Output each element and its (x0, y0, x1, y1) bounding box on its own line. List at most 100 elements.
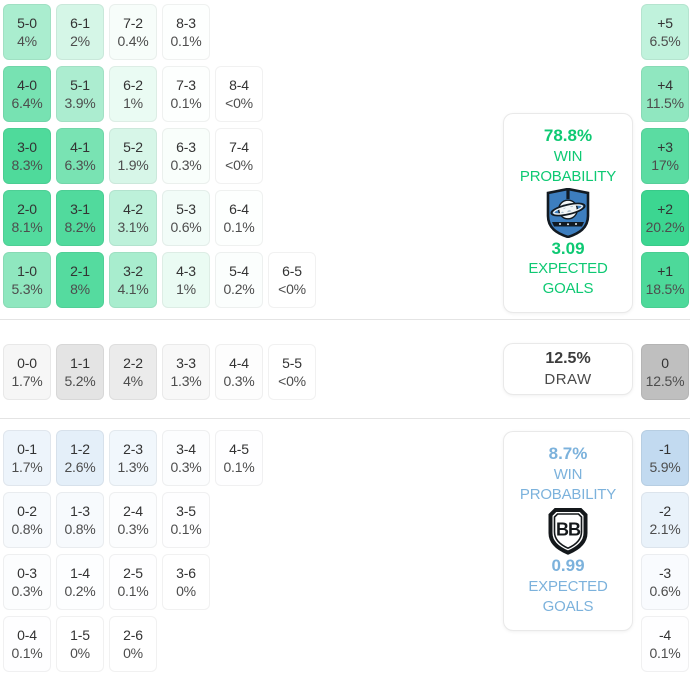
score-cell-label: 3-3 (176, 355, 196, 371)
section-divider-bottom (0, 418, 690, 419)
goal-diff-cell-percent: 2.1% (649, 521, 681, 537)
score-cell-percent: 1.9% (117, 157, 149, 173)
score-cell-percent: 0.8% (11, 521, 43, 537)
score-cell-percent: 0.1% (170, 521, 202, 537)
score-cell-percent: 8% (70, 281, 90, 297)
goal-diff-cell-label: +3 (657, 139, 673, 155)
svg-text:BB: BB (556, 520, 581, 540)
score-cell: 0-2 0.8% (3, 492, 51, 548)
score-cell: 6-2 1% (109, 66, 157, 122)
score-cell: 1-4 0.2% (56, 554, 104, 610)
score-cell-label: 0-4 (17, 627, 37, 643)
goal-diff-cell-percent: 0.6% (649, 583, 681, 599)
score-cell-percent: 0.1% (223, 459, 255, 475)
score-cell: 7-4 <0% (215, 128, 263, 184)
score-cell-label: 3-5 (176, 503, 196, 519)
score-cell-label: 6-5 (282, 263, 302, 279)
score-cell: 4-2 3.1% (109, 190, 157, 246)
score-cell-label: 2-4 (123, 503, 143, 519)
score-cell-percent: 0% (70, 645, 90, 661)
score-cell-percent: 4.1% (117, 281, 149, 297)
score-cell-percent: 0.1% (170, 33, 202, 49)
score-cell: 2-3 1.3% (109, 430, 157, 486)
score-cell: 1-1 5.2% (56, 344, 104, 400)
goal-diff-cell-label: +5 (657, 15, 673, 31)
score-cell-percent: 0% (123, 645, 143, 661)
score-cell: 6-5 <0% (268, 252, 316, 308)
score-cell-label: 6-1 (70, 15, 90, 31)
score-cell: 3-4 0.3% (162, 430, 210, 486)
goal-diff-cell-label: -1 (658, 441, 672, 457)
score-cell-label: 1-0 (17, 263, 37, 279)
score-cell-label: 4-0 (17, 77, 37, 93)
score-cell-label: 6-3 (176, 139, 196, 155)
score-cell-percent: <0% (278, 281, 306, 297)
score-cell: 1-3 0.8% (56, 492, 104, 548)
score-cell: 5-5 <0% (268, 344, 316, 400)
score-cell: 0-0 1.7% (3, 344, 51, 400)
score-cell-percent: 0.4% (117, 33, 149, 49)
score-cell-percent: 8.3% (11, 157, 43, 173)
score-cell: 6-3 0.3% (162, 128, 210, 184)
score-cell: 5-3 0.6% (162, 190, 210, 246)
score-cell-percent: 1.7% (11, 459, 43, 475)
score-cell-label: 4-1 (70, 139, 90, 155)
score-cell-percent: 1.3% (170, 373, 202, 389)
score-cell-label: 3-1 (70, 201, 90, 217)
score-cell-percent: 0.3% (11, 583, 43, 599)
score-cell-percent: 0.3% (170, 157, 202, 173)
goal-diff-cell-label: +4 (657, 77, 673, 93)
score-cell-label: 0-0 (17, 355, 37, 371)
goal-diff-cell-label: -3 (658, 565, 672, 581)
score-cell-percent: 4% (123, 373, 143, 389)
score-cell: 5-4 0.2% (215, 252, 263, 308)
score-cell-percent: 8.2% (64, 219, 96, 235)
score-cell-percent: 0% (176, 583, 196, 599)
score-cell: 3-2 4.1% (109, 252, 157, 308)
score-cell-percent: 0.8% (64, 521, 96, 537)
score-cell-label: 6-4 (229, 201, 249, 217)
score-cell-label: 5-1 (70, 77, 90, 93)
home-team-crest-icon (546, 188, 590, 238)
score-cell-label: 1-4 (70, 565, 90, 581)
score-cell-label: 5-3 (176, 201, 196, 217)
away-win-probability-label: WIN PROBABILITY (519, 466, 617, 503)
score-cell-percent: 0.1% (11, 645, 43, 661)
score-cell-label: 1-5 (70, 627, 90, 643)
score-cell: 3-6 0% (162, 554, 210, 610)
score-cell-label: 0-3 (17, 565, 37, 581)
goal-diff-cell-percent: 17% (651, 157, 679, 173)
score-cell-label: 4-2 (123, 201, 143, 217)
goal-diff-cell: 0 12.5% (641, 344, 689, 400)
score-cell-percent: 0.3% (117, 521, 149, 537)
score-cell-percent: 0.2% (64, 583, 96, 599)
score-cell-percent: 3.9% (64, 95, 96, 111)
score-cell: 4-5 0.1% (215, 430, 263, 486)
score-cell: 1-0 5.3% (3, 252, 51, 308)
goal-diff-cell-label: -4 (658, 627, 672, 643)
score-cell-percent: 5.3% (11, 281, 43, 297)
score-cell-label: 7-4 (229, 139, 249, 155)
score-cell: 2-4 0.3% (109, 492, 157, 548)
score-cell: 1-2 2.6% (56, 430, 104, 486)
score-cell: 4-4 0.3% (215, 344, 263, 400)
draw-probability-value: 12.5% (545, 350, 591, 367)
goal-diff-cell-percent: 5.9% (649, 459, 681, 475)
score-cell-percent: 3.1% (117, 219, 149, 235)
score-cell-label: 0-1 (17, 441, 37, 457)
goal-diff-cell-percent: 20.2% (645, 219, 685, 235)
score-cell-percent: <0% (225, 95, 253, 111)
score-cell-percent: 0.1% (223, 219, 255, 235)
goal-diff-cell-percent: 11.5% (646, 95, 684, 111)
score-cell-label: 3-4 (176, 441, 196, 457)
score-cell-percent: 6.4% (11, 95, 43, 111)
score-cell-percent: 1.7% (11, 373, 43, 389)
score-cell-label: 7-3 (176, 77, 196, 93)
score-cell-percent: <0% (225, 157, 253, 173)
score-cell: 3-1 8.2% (56, 190, 104, 246)
score-cell: 2-0 8.1% (3, 190, 51, 246)
score-cell: 7-2 0.4% (109, 4, 157, 60)
away-win-probability-value: 8.7% (548, 444, 588, 463)
score-cell-label: 1-3 (70, 503, 90, 519)
score-cell: 8-3 0.1% (162, 4, 210, 60)
